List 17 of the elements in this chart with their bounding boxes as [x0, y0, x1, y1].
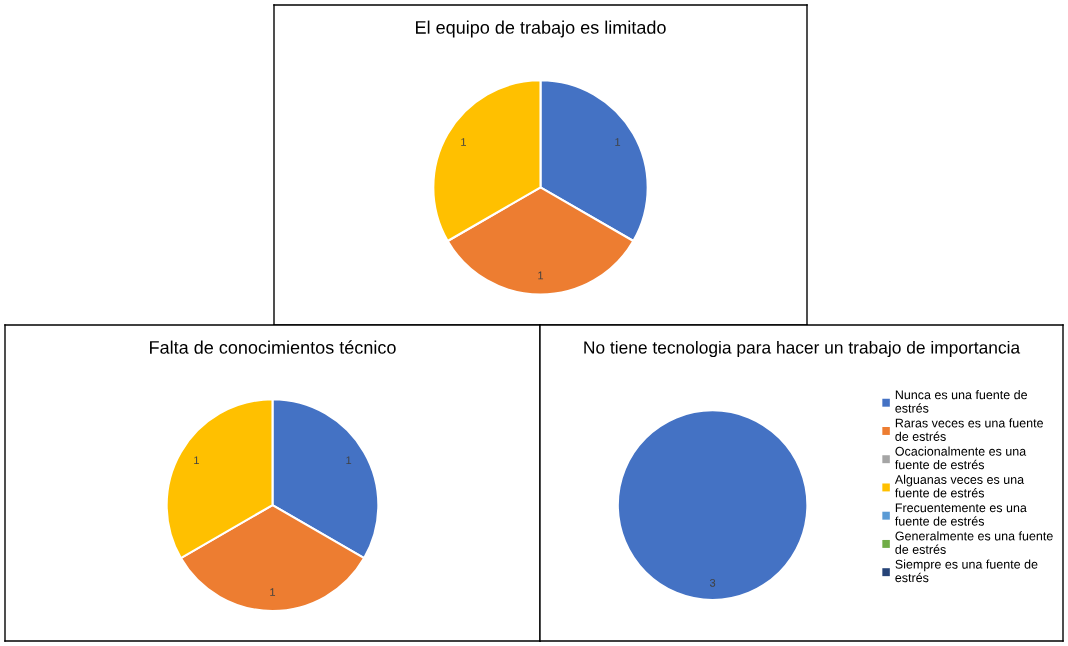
- chart-title: Falta de conocimientos técnico: [150, 340, 396, 354]
- data-label: 1: [538, 271, 544, 280]
- data-label: 3: [709, 578, 716, 587]
- legend-label: Nunca es una fuente de estrés: [895, 390, 1028, 413]
- legend-label: Alguanas veces es una fuente de estrés: [894, 474, 1025, 498]
- legend-label: Siempre es una fuente de estrés: [895, 559, 1038, 583]
- data-label: 1: [615, 138, 621, 146]
- data-label: 1: [346, 456, 352, 465]
- data-label: 1: [270, 588, 276, 596]
- chart-title: El equipo de trabajo es limitado: [416, 20, 666, 38]
- data-label: 1: [461, 138, 466, 146]
- chart-title: No tiene tecnologia para hacer un trabajo de importancia: [584, 340, 1021, 358]
- legend-label: Ocacionalmente es una fuente de estrés: [895, 446, 1027, 470]
- legend-label: Generalmente es una fuente de estrés: [895, 531, 1053, 554]
- data-label: 1: [194, 456, 199, 465]
- legend-label: Raras veces es una fuente de estrés: [895, 418, 1043, 441]
- legend-label: Frecuentemente es una fuente de estrés: [895, 503, 1027, 526]
